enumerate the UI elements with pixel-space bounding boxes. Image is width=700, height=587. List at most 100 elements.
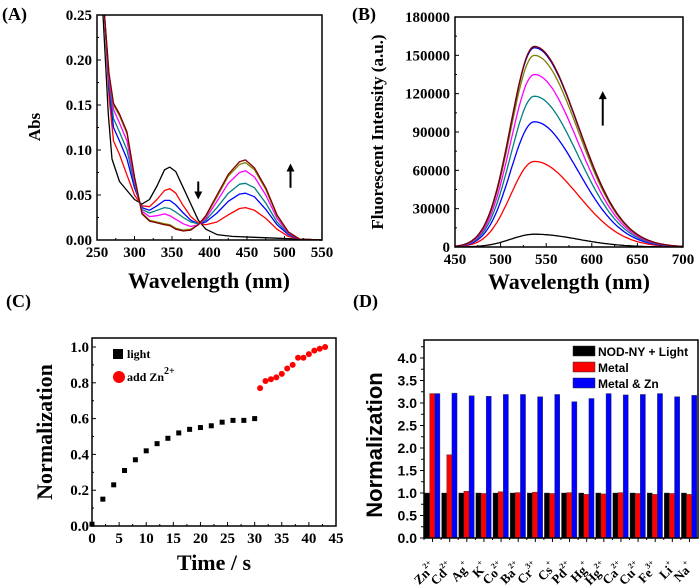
panel-d-bar-nod-ny-light (595, 492, 602, 539)
panel-c-x-tick-label: 20 (193, 531, 208, 547)
panel-d-legend-label: NOD-NY + Light (598, 345, 688, 359)
category-base: Cd (427, 565, 450, 587)
panel-b-series-3 (454, 95, 683, 248)
panel-d-bar-metal (686, 494, 692, 539)
panel-b-series-1 (454, 160, 683, 248)
panel-c-point-light (197, 425, 203, 431)
panel-d-bar-nod-ny-light (646, 492, 653, 539)
panel-a-y-tick-label: 0.25 (66, 8, 92, 24)
panel-c-point-add-zn (300, 354, 307, 361)
category-charge: + (458, 558, 468, 568)
panel-b-series-7 (454, 45, 684, 248)
panel-b-x-tick-label: 450 (444, 252, 467, 268)
panel-d-y-tick-label: 0.5 (398, 508, 418, 524)
panel-b-label: (B) (352, 4, 376, 25)
panel-a-series-1 (103, 14, 323, 241)
panel-d-bar-nod-ny-light (612, 492, 619, 539)
panel-d-y-tick-label: 0.0 (398, 530, 418, 546)
panel-b-arrow-arrow-up-head (598, 91, 607, 100)
panel-d-label: (D) (353, 291, 378, 312)
panel-b-x-tick-label: 700 (672, 252, 695, 268)
panel-c-point-light (252, 416, 258, 422)
panel-d-bar-nod-ny-light (441, 492, 447, 539)
panel-a-series-6 (103, 14, 323, 241)
category-base: Ag (448, 562, 470, 584)
panel-a-x-tick-label: 550 (311, 245, 334, 261)
panel-c-x-tick-label: 0 (88, 531, 96, 547)
panel-a-arrow-arrow-down-head (194, 191, 203, 200)
panel-a-y-tick-label: 0.00 (66, 233, 92, 249)
panel-d-bar-metal-zn (503, 394, 509, 539)
legend-label-add-zn: add Zn2+ (127, 366, 175, 384)
panel-a-y-tick-label: 0.05 (66, 188, 92, 204)
panel-d-category-label: Na+ (669, 558, 696, 585)
panel-d-bar-nod-ny-light (544, 492, 550, 539)
panel-d-bar-metal-zn (451, 392, 458, 539)
panel-d-bar-metal-zn (520, 394, 526, 539)
panel-a-x-tick-label: 400 (198, 245, 221, 261)
category-charge: + (680, 558, 690, 568)
panel-d-bar-metal (515, 492, 521, 539)
panel-a-series-2 (103, 14, 323, 241)
panel-d-bar-nod-ny-light (424, 492, 430, 539)
panel-d-bar-nod-ny-light (664, 492, 670, 539)
panel-d-bar-metal (480, 493, 487, 539)
panel-d-bar-metal-zn (571, 401, 578, 539)
panel-d-legend-swatch (572, 377, 596, 389)
panel-d-bar-metal (634, 493, 641, 539)
panel-d-y-tick-label: 2.0 (398, 440, 418, 456)
panel-d-bar-metal (446, 454, 453, 539)
panel-a-label: (A) (2, 4, 27, 25)
panel-d-bar-metal (617, 492, 624, 539)
panel-d-bar-metal (463, 491, 470, 539)
category-base: Na (670, 562, 692, 584)
panel-a-frame (96, 14, 323, 241)
panel-a-x-title: Wavelength (nm) (128, 268, 290, 293)
panel-d-legend: NOD-NY + Light Metal Metal & Zn (572, 345, 688, 391)
panel-d-bar-nod-ny-light (492, 492, 499, 539)
panel-a-series-3 (103, 14, 323, 241)
panel-d-legend-label: Metal (598, 361, 629, 375)
panel-b-y-tick-label: 120000 (405, 87, 450, 103)
panel-c-point-add-zn (273, 374, 280, 381)
panel-c-frame (91, 337, 337, 527)
panel-c-x-ticks: 0 5 10 15 20 25 30 35 40 45 (88, 522, 344, 547)
legend-label-add-zn-text: add Zn (127, 370, 164, 384)
panel-d-bar-metal-zn (537, 396, 543, 539)
panel-c-label: (C) (6, 291, 31, 312)
panel-d-y-tick-label: 3.5 (398, 373, 418, 389)
panel-c-point-add-zn (262, 378, 269, 385)
panel-c-point-light (143, 448, 149, 454)
panel-c-x-tick-label: 25 (220, 531, 235, 547)
panel-c-y-tick-label: 0.6 (70, 412, 89, 428)
panel-b-y-tick-label: 180000 (405, 10, 450, 26)
panel-d-bar-metal (429, 393, 435, 539)
panel-d-bar-metal-zn (434, 393, 441, 539)
panel-a: (A) 250 300 350 400 450 500 550 0.000.050.100.… (2, 4, 333, 293)
panel-c-point-light (208, 423, 214, 429)
panel-c-y-tick-label: 0.4 (70, 447, 89, 463)
category-base: Pd (548, 565, 570, 587)
panel-c-point-add-zn (305, 351, 312, 358)
panel-d-bar-metal-zn (485, 396, 492, 539)
panel-d-y-tick-label: 1.5 (398, 463, 418, 479)
panel-c-point-add-zn (322, 344, 329, 350)
panel-d-y-ticks: 0.0 0.5 1.0 1.5 2.0 2.5 3.0 3.5 4.0 (398, 346, 424, 546)
legend-marker-add-zn (113, 371, 125, 383)
panel-b-x-tick-label: 550 (535, 252, 558, 268)
panel-c-point-add-zn (295, 354, 302, 361)
panel-d-bar-metal (600, 493, 607, 539)
panel-a-y-tick-label: 0.15 (66, 98, 92, 114)
panel-c-point-add-zn (267, 376, 274, 383)
panel-b-y-tick-label: 90000 (413, 125, 451, 141)
panel-d-bar-metal (652, 494, 658, 539)
panel-c-legend: light add Zn2+ (113, 347, 175, 384)
panel-b-curves (454, 45, 684, 248)
panel-d-y-title: Normalization (362, 372, 387, 517)
panel-c-point-light (111, 482, 117, 488)
panel-d-y-tick-label: 4.0 (398, 350, 418, 366)
panel-c-x-tick-label: 15 (166, 531, 181, 547)
panel-d-bar-metal-zn (622, 394, 629, 539)
panel-c-point-light (176, 430, 182, 436)
